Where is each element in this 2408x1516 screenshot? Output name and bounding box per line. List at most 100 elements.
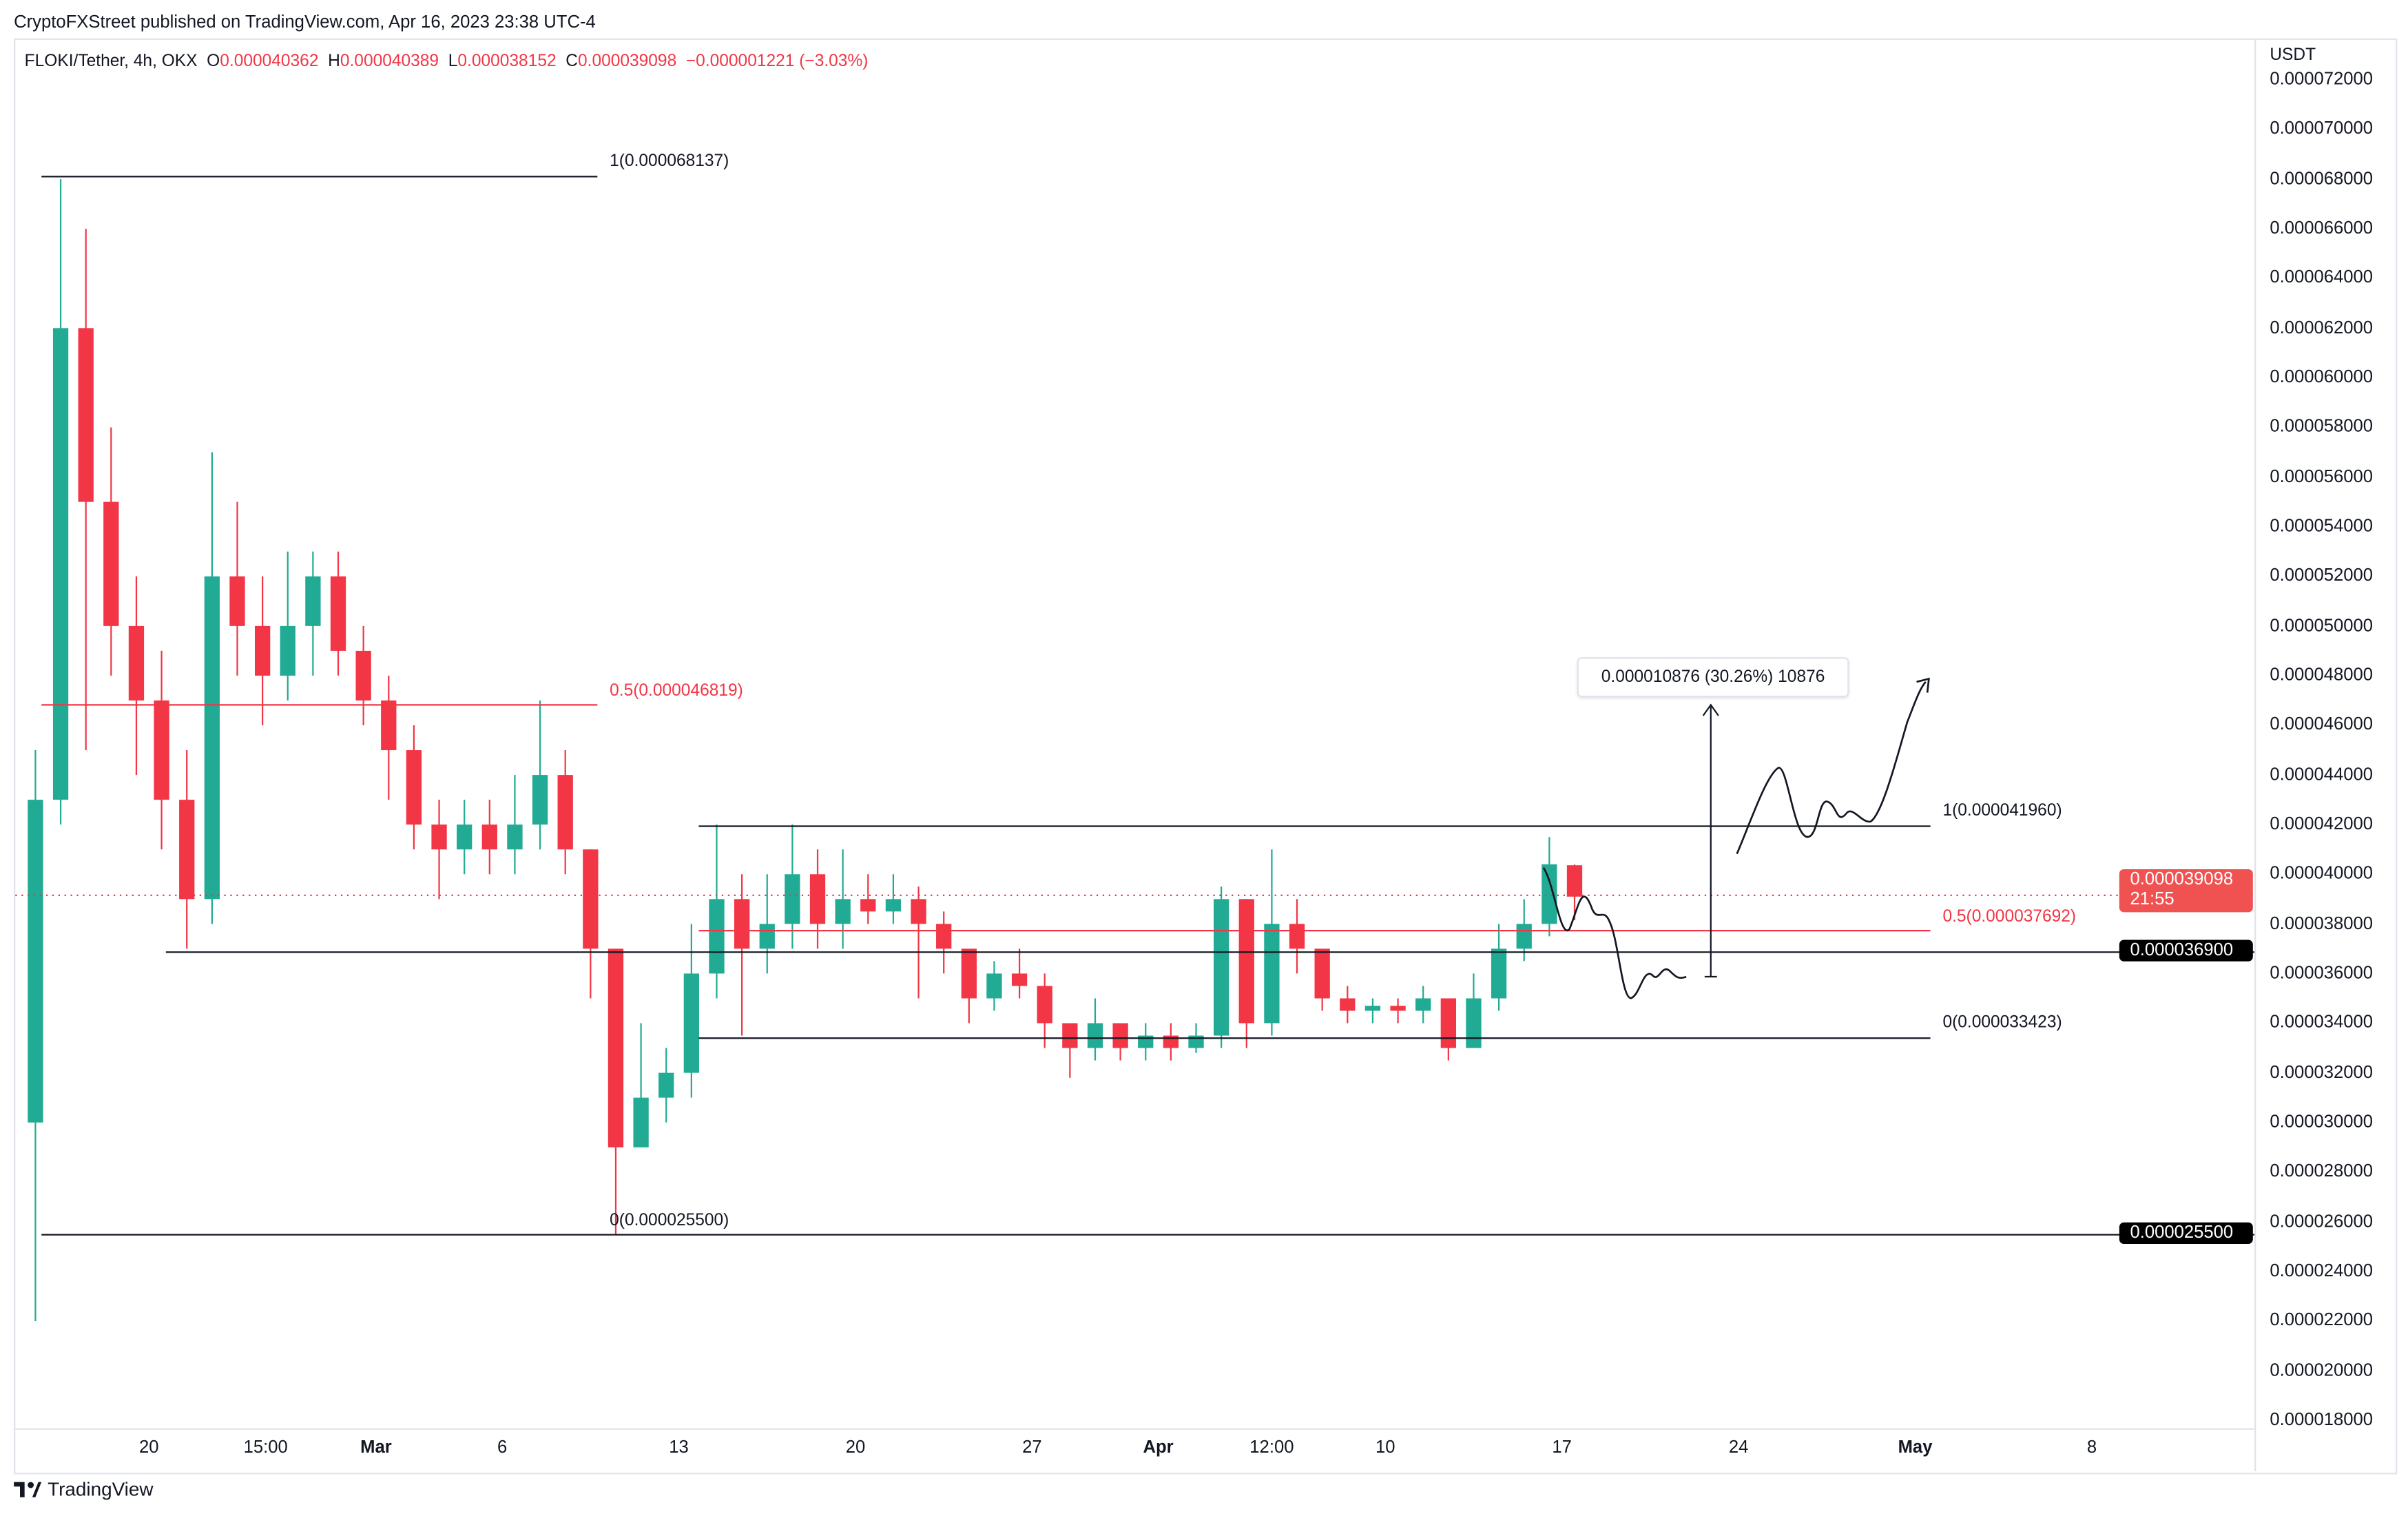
candle[interactable] [1314,948,1330,1011]
candle-body [1542,864,1557,924]
candle-body [1112,1023,1128,1048]
candle[interactable] [1390,998,1406,1024]
candle[interactable] [785,824,800,949]
candle[interactable] [1566,864,1583,920]
price-tick-label: 0.000066000 [2270,219,2374,238]
candle[interactable] [280,551,295,700]
candle-body [1340,998,1356,1011]
last-price-tag: 0.000039098 21:55 [2119,869,2253,913]
candle-body [179,800,195,900]
price-tick-label: 0.000044000 [2270,765,2374,785]
candle[interactable] [330,551,346,676]
candle[interactable] [633,1023,649,1148]
candle[interactable] [1011,948,1028,999]
candle[interactable] [1163,1023,1179,1061]
candle[interactable] [1364,998,1381,1024]
candle-body [759,924,775,949]
candle[interactable] [305,551,321,676]
candle-body [355,650,371,700]
candle[interactable] [1087,998,1103,1061]
candle[interactable] [431,800,447,900]
candle[interactable] [608,948,624,1234]
tradingview-logo[interactable]: TradingView [14,1479,154,1500]
candle-body [381,700,397,751]
time-tick-label: 8 [2086,1439,2097,1457]
candle[interactable] [1542,837,1557,937]
candle[interactable] [1213,886,1229,1048]
price-tick-label: 0.000070000 [2270,120,2374,139]
candle[interactable] [204,452,220,924]
candle[interactable] [52,179,69,825]
candle-body [1037,986,1052,1024]
fib2-top-label[interactable]: 1(0.000041960) [1942,801,2062,820]
candle[interactable] [1340,986,1356,1024]
fib1-mid-label[interactable]: 0.5(0.000046819) [610,681,743,700]
symbol-title[interactable]: FLOKI/Tether, 4h, OKX [24,52,198,71]
candle[interactable] [1138,1023,1154,1061]
fib2-mid-label[interactable]: 0.5(0.000037692) [1942,907,2077,926]
candle[interactable] [759,874,775,974]
measure-label[interactable]: 0.000010876 (30.26%) 10876 [1577,657,1849,698]
price-tick-label: 0.000048000 [2270,666,2374,685]
candle-body [557,775,573,850]
candle-body [936,924,952,949]
candle[interactable] [1264,849,1280,1036]
candle[interactable] [835,849,851,949]
candle[interactable] [1415,986,1431,1024]
candle[interactable] [229,501,245,676]
candle[interactable] [1238,899,1254,1048]
candle[interactable] [734,874,750,1036]
candle[interactable] [1037,973,1052,1048]
candle-body [204,576,220,900]
candle[interactable] [1440,998,1456,1061]
candle[interactable] [103,427,119,676]
candle-body [809,874,826,924]
fib2-bottom-label[interactable]: 0(0.000033423) [1942,1013,2062,1032]
candle[interactable] [961,948,977,1024]
candle[interactable] [457,800,473,875]
candle[interactable] [1062,1023,1078,1078]
candle[interactable] [128,576,145,776]
candle[interactable] [179,750,195,949]
candle[interactable] [936,911,952,974]
candle[interactable] [860,874,876,924]
candle[interactable] [583,849,599,999]
time-tick-label: 24 [1728,1439,1749,1457]
candle[interactable] [885,874,902,924]
candle[interactable] [532,700,548,850]
candle[interactable] [911,886,926,999]
candle[interactable] [406,725,422,850]
candle[interactable] [28,750,43,1322]
candle[interactable] [78,229,94,751]
candle[interactable] [355,625,371,726]
candle[interactable] [154,650,169,850]
open-label: O [207,52,220,71]
candle[interactable] [1466,973,1482,1048]
candle[interactable] [381,675,397,800]
candle-body [961,948,977,999]
candle[interactable] [709,824,725,999]
price-tick-label: 0.000058000 [2270,418,2374,437]
candle[interactable] [507,775,523,875]
time-tick-label: Mar [360,1439,392,1457]
candle[interactable] [557,750,573,875]
projection-down-path [1542,866,1687,999]
fib1-top-label[interactable]: 1(0.000068137) [610,152,729,171]
candle[interactable] [683,924,700,1098]
close-value: 0.000039098 [577,52,677,71]
candle[interactable] [658,1048,674,1123]
candle[interactable] [986,961,1002,1011]
currency-unit: USDT [2270,45,2316,65]
high-value: 0.000040389 [340,52,439,71]
candle[interactable] [254,576,271,726]
candle[interactable] [1289,899,1305,974]
price-tick-label: 0.000032000 [2270,1063,2374,1082]
candle[interactable] [481,800,497,875]
fib1-bottom-label[interactable]: 0(0.000025500) [610,1212,729,1230]
candle-body [532,775,548,825]
time-tick-label: 6 [497,1439,508,1457]
candle[interactable] [809,849,826,949]
candle[interactable] [1491,924,1507,1011]
candle[interactable] [1112,1023,1128,1061]
